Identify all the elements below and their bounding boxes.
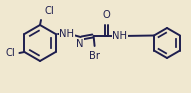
Text: Cl: Cl <box>44 6 54 16</box>
Text: Cl: Cl <box>6 48 15 58</box>
Text: O: O <box>103 10 110 20</box>
Text: NH: NH <box>112 31 127 41</box>
Text: NH: NH <box>59 29 74 39</box>
Text: Br: Br <box>89 51 100 61</box>
Text: N: N <box>76 39 83 49</box>
